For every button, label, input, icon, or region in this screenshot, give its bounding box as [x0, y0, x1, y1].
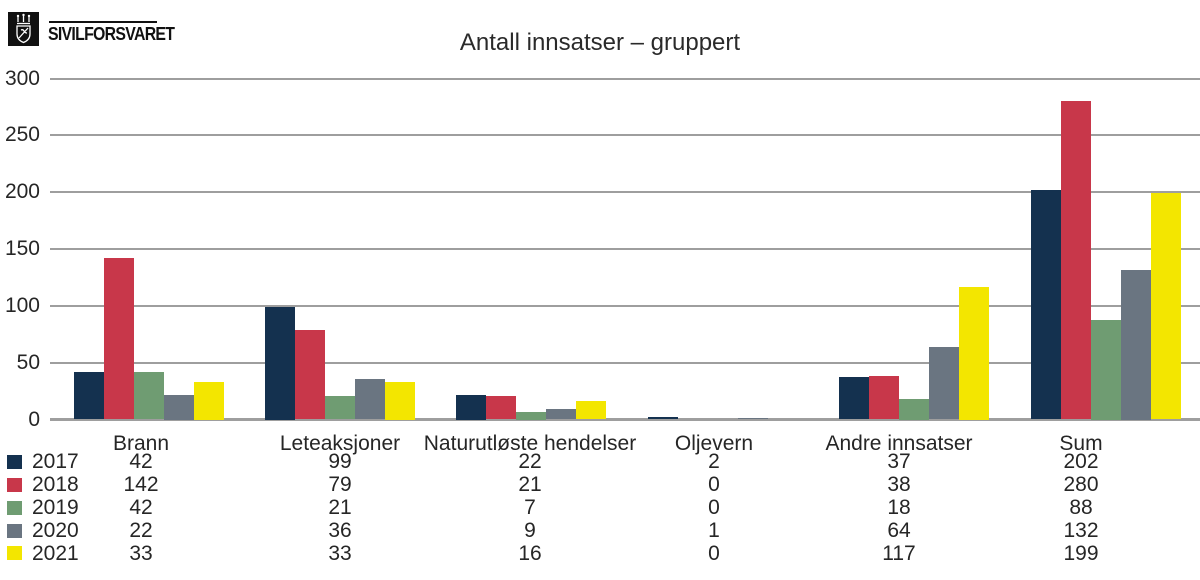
gridline — [50, 77, 1200, 80]
table-cell: 99 — [328, 450, 352, 474]
bar-2019-Sum — [1090, 319, 1121, 420]
y-axis-tick-label: 50 — [16, 350, 40, 374]
category-header: Leteaksjoner — [279, 432, 401, 455]
table-cell: 132 — [1063, 519, 1099, 542]
bar-2021-Brann — [193, 382, 224, 420]
table-cell: 42 — [129, 450, 153, 474]
bar-2019-Leteaksjoner — [324, 395, 355, 420]
legend-swatch — [7, 523, 22, 538]
gridline — [50, 361, 1200, 364]
table-cell: 21 — [328, 496, 352, 520]
chart-title: Antall innsatser – gruppert — [459, 29, 741, 56]
logo-divider — [49, 21, 157, 23]
bar-2017-Oljevern — [647, 417, 678, 420]
table-cell: 22 — [518, 450, 542, 474]
table-cell: 0 — [708, 473, 720, 497]
table-cell: 117 — [882, 541, 916, 565]
table-cell: 64 — [887, 519, 911, 542]
bar-2020-Leteaksjoner — [354, 378, 385, 420]
category-header: Oljevern — [674, 432, 754, 455]
y-axis-tick-label: 100 — [4, 293, 40, 317]
table-cell: 33 — [129, 541, 153, 565]
table-cell: 42 — [129, 496, 153, 520]
bar-2021-Leteaksjoner — [384, 382, 415, 420]
table-cell: 21 — [518, 473, 542, 497]
bar-2021-Naturutløste hendelser — [576, 401, 607, 420]
table-cell: 9 — [524, 519, 536, 542]
table-cell: 0 — [708, 541, 720, 565]
y-axis-tick-label: 300 — [4, 66, 40, 90]
table-cell: 22 — [129, 519, 153, 542]
y-axis-tick-label: 0 — [28, 407, 40, 431]
bar-2020-Andre innsatser — [929, 346, 960, 420]
bar-2019-Andre innsatser — [899, 399, 930, 420]
table-cell: 7 — [524, 496, 536, 520]
table-cell: 202 — [1063, 450, 1099, 474]
sivilforsvaret-logo: SIVILFORSVARET — [8, 12, 188, 48]
bar-2018-Leteaksjoner — [294, 329, 325, 420]
table-cell: 2 — [708, 450, 720, 474]
table-cell: 79 — [328, 473, 352, 497]
legend-swatch — [7, 477, 22, 492]
category-header: Sum — [1059, 432, 1103, 455]
category-header: Naturutløste hendelser — [423, 432, 637, 455]
table-cell: 36 — [328, 519, 352, 542]
legend-year-label: 2020 — [32, 519, 79, 542]
bar-2017-Brann — [73, 371, 104, 420]
table-cell: 1 — [708, 519, 720, 542]
table-cell: 280 — [1063, 473, 1099, 497]
legend-swatch — [7, 546, 22, 561]
bar-2020-Naturutløste hendelser — [546, 409, 577, 420]
bar-2017-Leteaksjoner — [264, 307, 295, 420]
legend-swatch — [7, 500, 22, 515]
table-cell: 142 — [123, 473, 159, 497]
bar-2020-Sum — [1120, 269, 1151, 420]
bar-2017-Andre innsatser — [839, 377, 870, 420]
table-cell: 0 — [708, 496, 720, 520]
bar-2020-Brann — [163, 394, 194, 420]
category-header: Andre innsatser — [825, 432, 973, 455]
bar-2019-Naturutløste hendelser — [516, 411, 547, 420]
y-axis-tick-label: 150 — [4, 237, 40, 260]
table-cell: 88 — [1069, 496, 1093, 520]
gridline — [50, 134, 1200, 137]
legend-swatch — [7, 454, 22, 469]
x-axis-baseline — [50, 418, 1200, 421]
table-cell: 18 — [887, 496, 911, 520]
bar-2018-Naturutløste hendelser — [486, 395, 517, 420]
table-cell: 16 — [518, 541, 542, 565]
category-header: Brann — [112, 432, 170, 455]
bar-2017-Sum — [1030, 189, 1061, 420]
y-axis-tick-label: 200 — [4, 180, 40, 204]
legend-year-label: 2021 — [32, 541, 79, 565]
legend-year-label: 2019 — [32, 496, 79, 520]
bar-2020-Oljevern — [737, 418, 768, 420]
bar-2018-Sum — [1060, 101, 1091, 420]
logo-brand-text: SIVILFORSVARET — [48, 24, 175, 44]
table-cell: 37 — [887, 450, 911, 474]
legend-year-label: 2017 — [32, 450, 79, 474]
bar-2018-Brann — [103, 258, 134, 420]
table-cell: 38 — [887, 473, 911, 497]
bar-2017-Naturutløste hendelser — [456, 394, 487, 420]
legend-year-label: 2018 — [32, 473, 79, 497]
bar-2019-Brann — [133, 371, 164, 420]
gridline — [50, 248, 1200, 250]
bar-2021-Andre innsatser — [959, 286, 990, 420]
table-cell: 33 — [328, 541, 352, 565]
table-cell: 199 — [1063, 541, 1099, 565]
gridline — [50, 191, 1200, 194]
gridline — [50, 304, 1200, 307]
bar-2018-Andre innsatser — [869, 376, 900, 420]
bar-2021-Sum — [1150, 193, 1181, 420]
y-axis-tick-label: 250 — [4, 123, 40, 147]
coat-of-arms-icon — [8, 12, 39, 46]
